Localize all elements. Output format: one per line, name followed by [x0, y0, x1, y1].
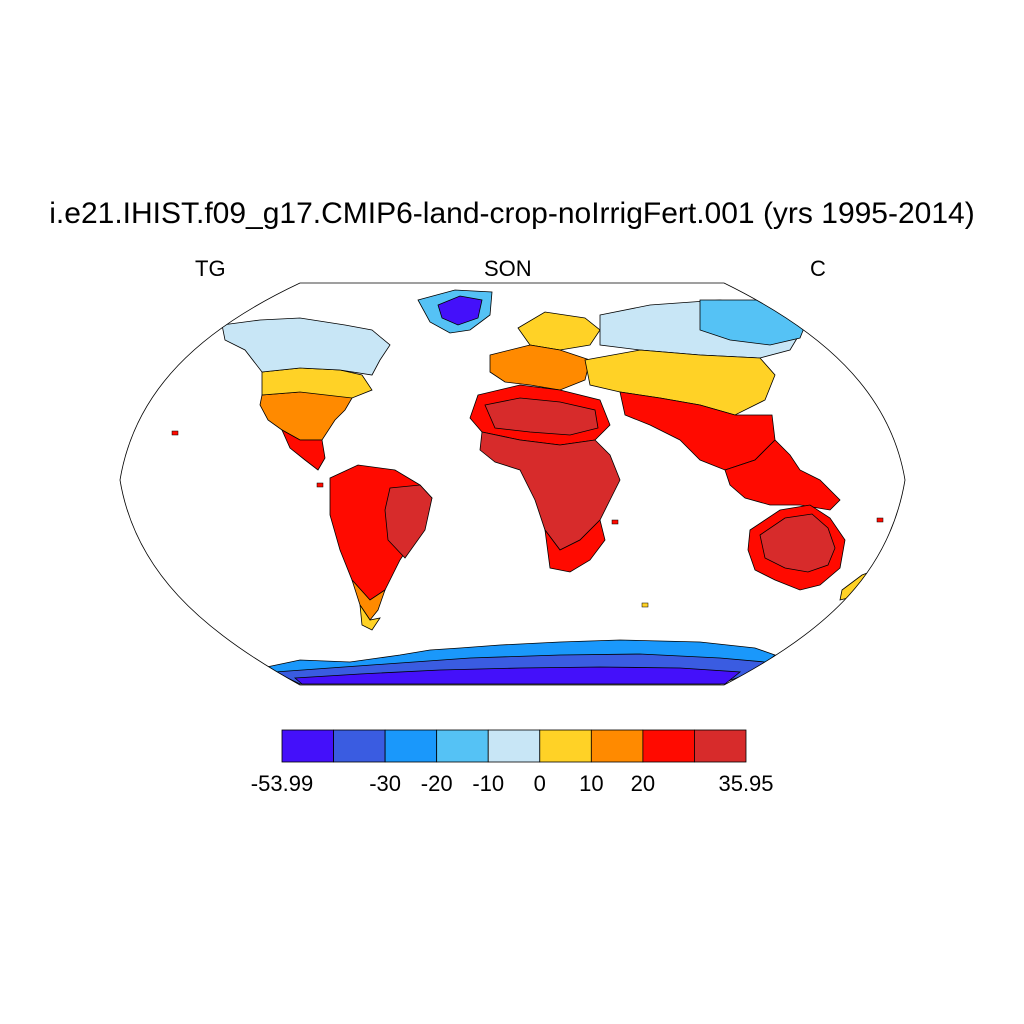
island-1 — [316, 482, 324, 488]
plot-title: i.e21.IHIST.f09_g17.CMIP6-land-crop-noIr… — [49, 197, 975, 230]
region-europe-south — [489, 344, 591, 391]
region-southeast-asia — [724, 439, 841, 511]
region-australia-interior — [759, 513, 836, 573]
region-brazil-east — [384, 484, 433, 559]
colorbar-box — [590, 729, 644, 763]
colorbar-box — [642, 729, 695, 763]
colorbar-box — [384, 729, 438, 763]
colorbar-tick-label: 20 — [631, 771, 655, 796]
colorbar-tick-label: 35.95 — [718, 771, 773, 796]
colorbar-tick-label: -10 — [472, 771, 504, 796]
colorbar-box — [487, 729, 541, 763]
island-0 — [171, 430, 179, 436]
variable-label: TG — [195, 256, 226, 281]
region-africa-south — [544, 519, 606, 573]
map-outline — [119, 282, 906, 686]
colorbar-tick-label: 0 — [534, 771, 546, 796]
region-central-asia — [584, 349, 776, 416]
region-canada-north — [221, 317, 391, 376]
island-4 — [876, 517, 884, 523]
colorbar-box — [436, 729, 489, 763]
colorbar-box — [694, 729, 747, 763]
island-3 — [641, 602, 649, 608]
season-label: SON — [484, 256, 532, 281]
colorbar-box — [281, 729, 334, 763]
colorbar-box — [333, 729, 386, 763]
region-patagonia — [359, 604, 381, 631]
colorbar-tick-label: -30 — [369, 771, 401, 796]
colorbar-tick-label: -20 — [421, 771, 453, 796]
colorbar-tick-label: 10 — [579, 771, 603, 796]
region-antarctica-interior — [293, 666, 742, 685]
island-2 — [611, 519, 619, 525]
region-greenland-interior — [437, 295, 483, 326]
region-central-america — [281, 429, 326, 471]
units-label: C — [810, 256, 826, 281]
colorbar-tick-label: -53.99 — [251, 771, 313, 796]
colorbar-box — [539, 729, 592, 763]
region-sahara — [484, 397, 599, 436]
